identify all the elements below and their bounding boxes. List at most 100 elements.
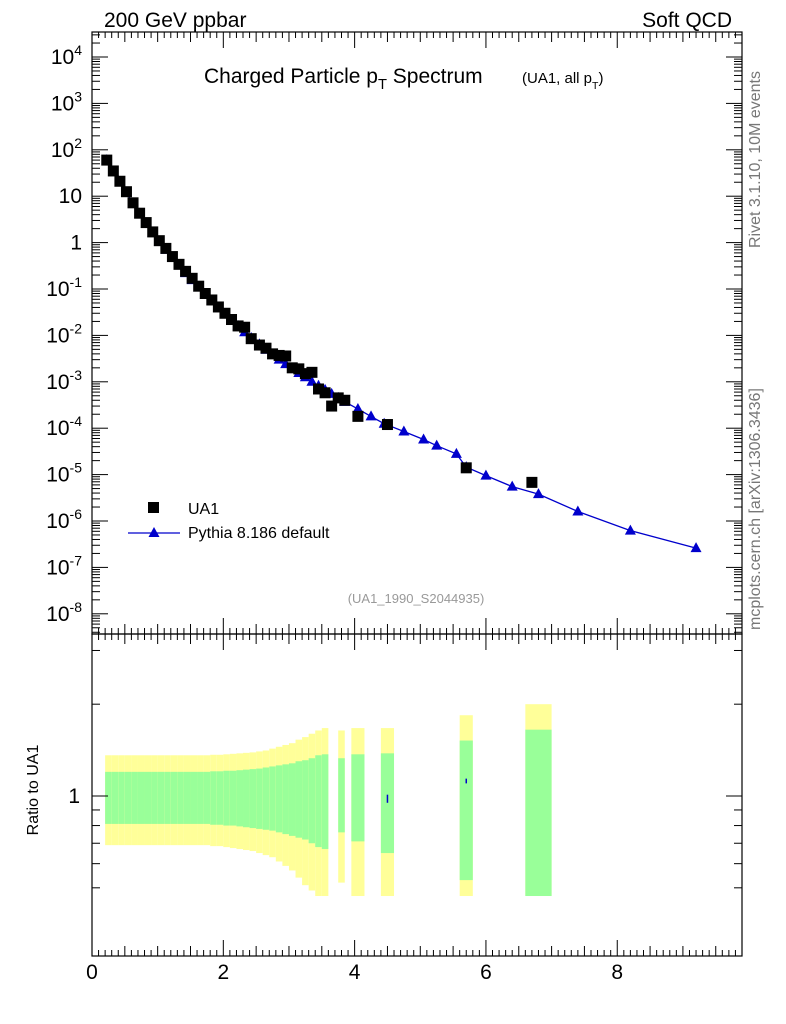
- main-panel-ticks: [91, 32, 743, 634]
- mc-point: [398, 425, 410, 436]
- data-point: [153, 235, 165, 247]
- ratio-band-inner: [321, 754, 329, 850]
- y-tick-label: 103: [51, 88, 82, 115]
- ratio-band-inner: [190, 771, 198, 824]
- data-point: [339, 394, 351, 406]
- data-point: [114, 175, 126, 187]
- ratio-band-inner: [223, 770, 230, 826]
- legend-label-data: UA1: [188, 501, 219, 518]
- ratio-band-inner: [308, 758, 316, 844]
- ratio-band-inner: [118, 771, 125, 824]
- mc-point: [506, 480, 518, 491]
- x-tick-label: 4: [349, 961, 361, 984]
- ratio-band-inner: [315, 755, 322, 848]
- mc-point: [480, 469, 492, 480]
- data-point: [101, 154, 113, 166]
- x-tick-label: 0: [86, 961, 98, 984]
- ratio-panel-frame: [91, 633, 743, 957]
- ratio-band-inner: [144, 771, 152, 824]
- data-point: [127, 197, 139, 209]
- y-tick-label: 102: [51, 135, 82, 162]
- main-panel-frame: [91, 31, 743, 635]
- data-point: [173, 258, 185, 270]
- ratio-band-inner: [210, 771, 217, 825]
- mcplots-reference-label: mcplots.cern.ch [arXiv:1306.3436]: [747, 388, 764, 630]
- x-tick-label: 8: [611, 961, 623, 984]
- data-point: [239, 321, 251, 333]
- data-point: [267, 348, 279, 360]
- data-point: [212, 301, 224, 313]
- data-point: [120, 186, 132, 198]
- ratio-band-inner: [282, 764, 289, 835]
- ratio-band-inner: [243, 769, 250, 828]
- ratio-axes: 1 0 2 4 6 8: [68, 634, 743, 984]
- data-point: [319, 387, 331, 399]
- ratio-band-inner: [525, 729, 552, 897]
- ratio-y-axis-label: Ratio to UA1: [25, 745, 42, 836]
- data-point: [299, 368, 311, 380]
- mc-point: [365, 410, 377, 421]
- data-point: [219, 307, 231, 319]
- main-panel-markers: [101, 154, 702, 553]
- ratio-band-inner: [229, 770, 237, 826]
- ratio-band-inner: [124, 771, 132, 824]
- mc-point: [450, 447, 462, 458]
- data-point: [293, 363, 305, 375]
- mc-point: [624, 524, 636, 535]
- mc-point: [532, 488, 544, 499]
- ratio-band-inner: [295, 761, 303, 838]
- x-tick-label: 2: [217, 961, 229, 984]
- y-tick-label: 10-1: [46, 274, 82, 301]
- ratio-band-inner: [216, 771, 224, 825]
- data-point: [460, 462, 472, 474]
- data-point: [245, 333, 257, 345]
- ratio-band-inner: [256, 768, 263, 829]
- ratio-band-inner: [137, 771, 145, 824]
- ratio-band-inner: [380, 753, 395, 854]
- data-point: [134, 207, 146, 219]
- data-point: [326, 400, 338, 412]
- chart-subtitle: (UA1, all pT): [522, 70, 603, 92]
- ratio-band-inner: [459, 740, 473, 881]
- ratio-band-inner: [151, 771, 158, 824]
- y-tick-label: 1: [70, 232, 82, 255]
- data-point: [273, 349, 285, 361]
- panel-frames: [91, 31, 743, 957]
- ratio-band-inner: [302, 760, 309, 840]
- ratio-band-inner: [269, 766, 276, 831]
- ratio-y-tick-label: 1: [68, 785, 80, 808]
- ratio-band-inner: [338, 758, 345, 833]
- y-tick-label: 10-5: [46, 460, 82, 487]
- mc-point: [352, 402, 364, 413]
- ratio-band-inner: [351, 754, 365, 842]
- ratio-band-inner: [249, 769, 257, 829]
- data-point: [280, 350, 292, 362]
- ratio-band-inner: [275, 765, 283, 833]
- data-point: [352, 410, 364, 422]
- mc-point: [572, 505, 584, 516]
- data-point: [226, 314, 238, 326]
- data-point: [206, 294, 218, 306]
- y-tick-label: 10: [59, 185, 82, 208]
- ratio-band-inner: [131, 771, 138, 824]
- y-tick-label: 10-8: [46, 599, 82, 626]
- mc-point: [418, 433, 430, 444]
- legend: UA1 Pythia 8.186 default: [128, 501, 330, 542]
- ratio-band-inner: [164, 771, 171, 824]
- ratio-band-inner: [177, 771, 184, 824]
- data-point: [286, 362, 298, 374]
- data-point: [260, 342, 272, 354]
- data-point: [306, 366, 318, 378]
- y-tick-label: 10-7: [46, 552, 82, 579]
- data-point: [253, 339, 265, 351]
- analysis-watermark: (UA1_1990_S2044935): [348, 591, 485, 606]
- y-tick-label: 10-3: [46, 367, 82, 394]
- data-point: [526, 476, 538, 488]
- data-point: [140, 217, 152, 229]
- legend-marker-mc: [148, 527, 160, 537]
- legend-marker-data: [148, 502, 159, 513]
- data-point: [332, 392, 344, 404]
- ratio-band-inner: [157, 771, 165, 824]
- ratio-band-inner: [111, 771, 119, 824]
